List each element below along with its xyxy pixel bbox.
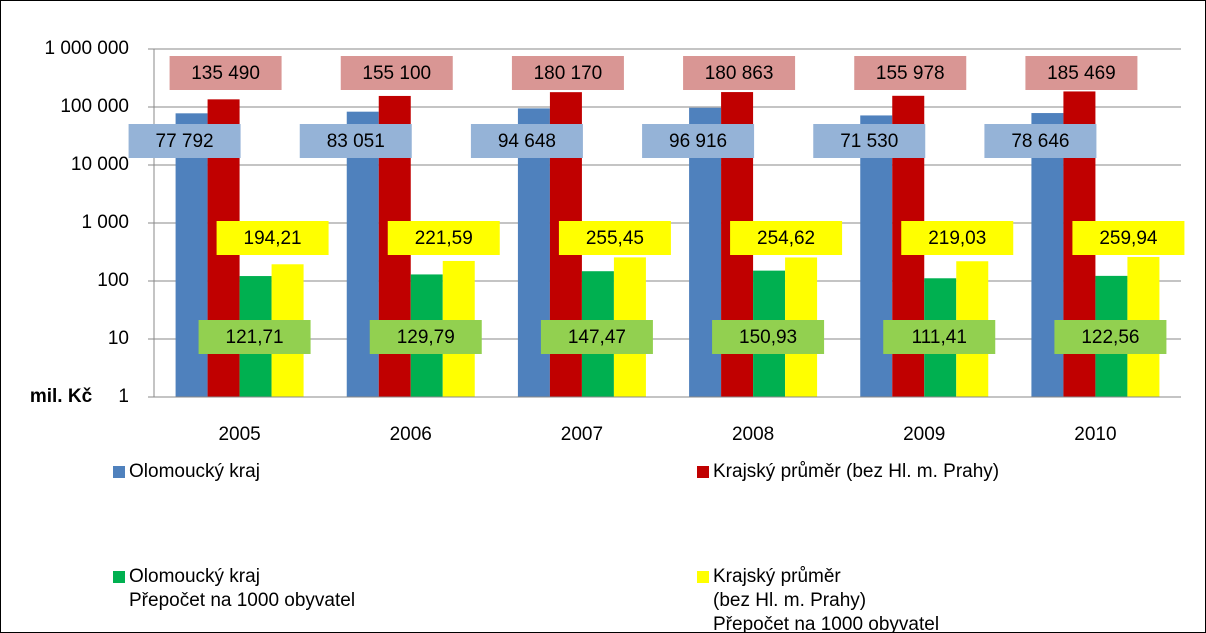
data-label: 147,47 — [568, 327, 626, 348]
data-label-box — [1025, 56, 1138, 90]
x-tick-label: 2007 — [561, 424, 603, 445]
x-tick-label: 2006 — [390, 424, 432, 445]
data-label-box — [198, 320, 311, 354]
data-label-box — [1054, 320, 1167, 354]
data-label: 94 648 — [498, 131, 556, 152]
data-label-box — [683, 56, 796, 90]
data-label-box — [299, 124, 412, 158]
data-label-box — [883, 320, 996, 354]
data-label: 77 792 — [156, 131, 214, 152]
data-label-box — [558, 221, 671, 255]
legend-swatch — [697, 466, 709, 478]
data-label: 121,71 — [226, 327, 284, 348]
data-label-box — [813, 124, 926, 158]
legend-item: Olomoucký kraj — [113, 460, 260, 484]
data-label-box — [128, 124, 241, 158]
x-tick-label: 2009 — [903, 424, 945, 445]
legend-label: Olomoucký kraj Přepočet na 1000 obyvatel — [129, 566, 356, 611]
x-tick-label: 2010 — [1074, 424, 1116, 445]
legend-item: Olomoucký kraj Přepočet na 1000 obyvatel — [113, 565, 355, 613]
data-label: 96 916 — [669, 131, 727, 152]
data-label: 135 490 — [191, 63, 260, 84]
data-label: 150,93 — [739, 327, 797, 348]
data-label: 122,56 — [1081, 327, 1139, 348]
data-label-box — [216, 221, 329, 255]
data-label: 78 646 — [1011, 131, 1069, 152]
x-tick-label: 2008 — [732, 424, 774, 445]
data-label: 155 978 — [876, 63, 945, 84]
data-label-box — [901, 221, 1014, 255]
legend-swatch — [697, 571, 709, 583]
legend-item: Krajský průměr (bez Hl. m. Prahy) — [697, 460, 999, 484]
y-tick-label: 1 000 000 — [44, 38, 129, 59]
data-label: 71 530 — [840, 131, 898, 152]
y-tick-label: 10 — [108, 328, 129, 349]
y-axis-label: mil. Kč — [30, 386, 93, 407]
data-label-box — [984, 124, 1097, 158]
legend-label: Krajský průměr (bez Hl. m. Prahy) — [713, 461, 1000, 482]
data-label-box — [730, 221, 843, 255]
data-label-box — [854, 56, 967, 90]
data-label: 180 863 — [705, 63, 774, 84]
data-label: 129,79 — [397, 327, 455, 348]
data-label: 180 170 — [534, 63, 603, 84]
y-tick-label: 1 — [118, 386, 129, 407]
legend-label: Krajský průměr (bez Hl. m. Prahy) Přepoč… — [713, 566, 940, 633]
legend-label: Olomoucký kraj — [129, 461, 260, 482]
data-label-box — [1072, 221, 1185, 255]
data-label: 185 469 — [1047, 63, 1116, 84]
data-label: 83 051 — [327, 131, 385, 152]
data-label: 194,21 — [244, 228, 302, 249]
data-label-box — [470, 124, 583, 158]
data-label: 254,62 — [757, 228, 815, 249]
data-label: 219,03 — [928, 228, 986, 249]
data-label: 111,41 — [912, 327, 967, 348]
y-tick-label: 100 — [97, 270, 129, 291]
data-label-box — [511, 56, 624, 90]
legend-item: Krajský průměr (bez Hl. m. Prahy) Přepoč… — [697, 565, 940, 633]
y-tick-label: 10 000 — [71, 154, 129, 175]
data-label-box — [340, 56, 453, 90]
data-label: 155 100 — [362, 63, 431, 84]
data-label: 221,59 — [415, 228, 473, 249]
legend-swatch — [113, 466, 125, 478]
x-tick-label: 2005 — [218, 424, 260, 445]
data-label-box — [712, 320, 825, 354]
data-label: 255,45 — [586, 228, 644, 249]
data-label-box — [642, 124, 755, 158]
data-label-box — [540, 320, 653, 354]
data-label-box — [369, 320, 482, 354]
data-label-box — [169, 56, 282, 90]
y-tick-label: 100 000 — [60, 96, 129, 117]
y-tick-label: 1 000 — [81, 212, 129, 233]
data-label: 259,94 — [1099, 228, 1158, 249]
data-label-box — [387, 221, 500, 255]
legend-swatch — [113, 571, 125, 583]
